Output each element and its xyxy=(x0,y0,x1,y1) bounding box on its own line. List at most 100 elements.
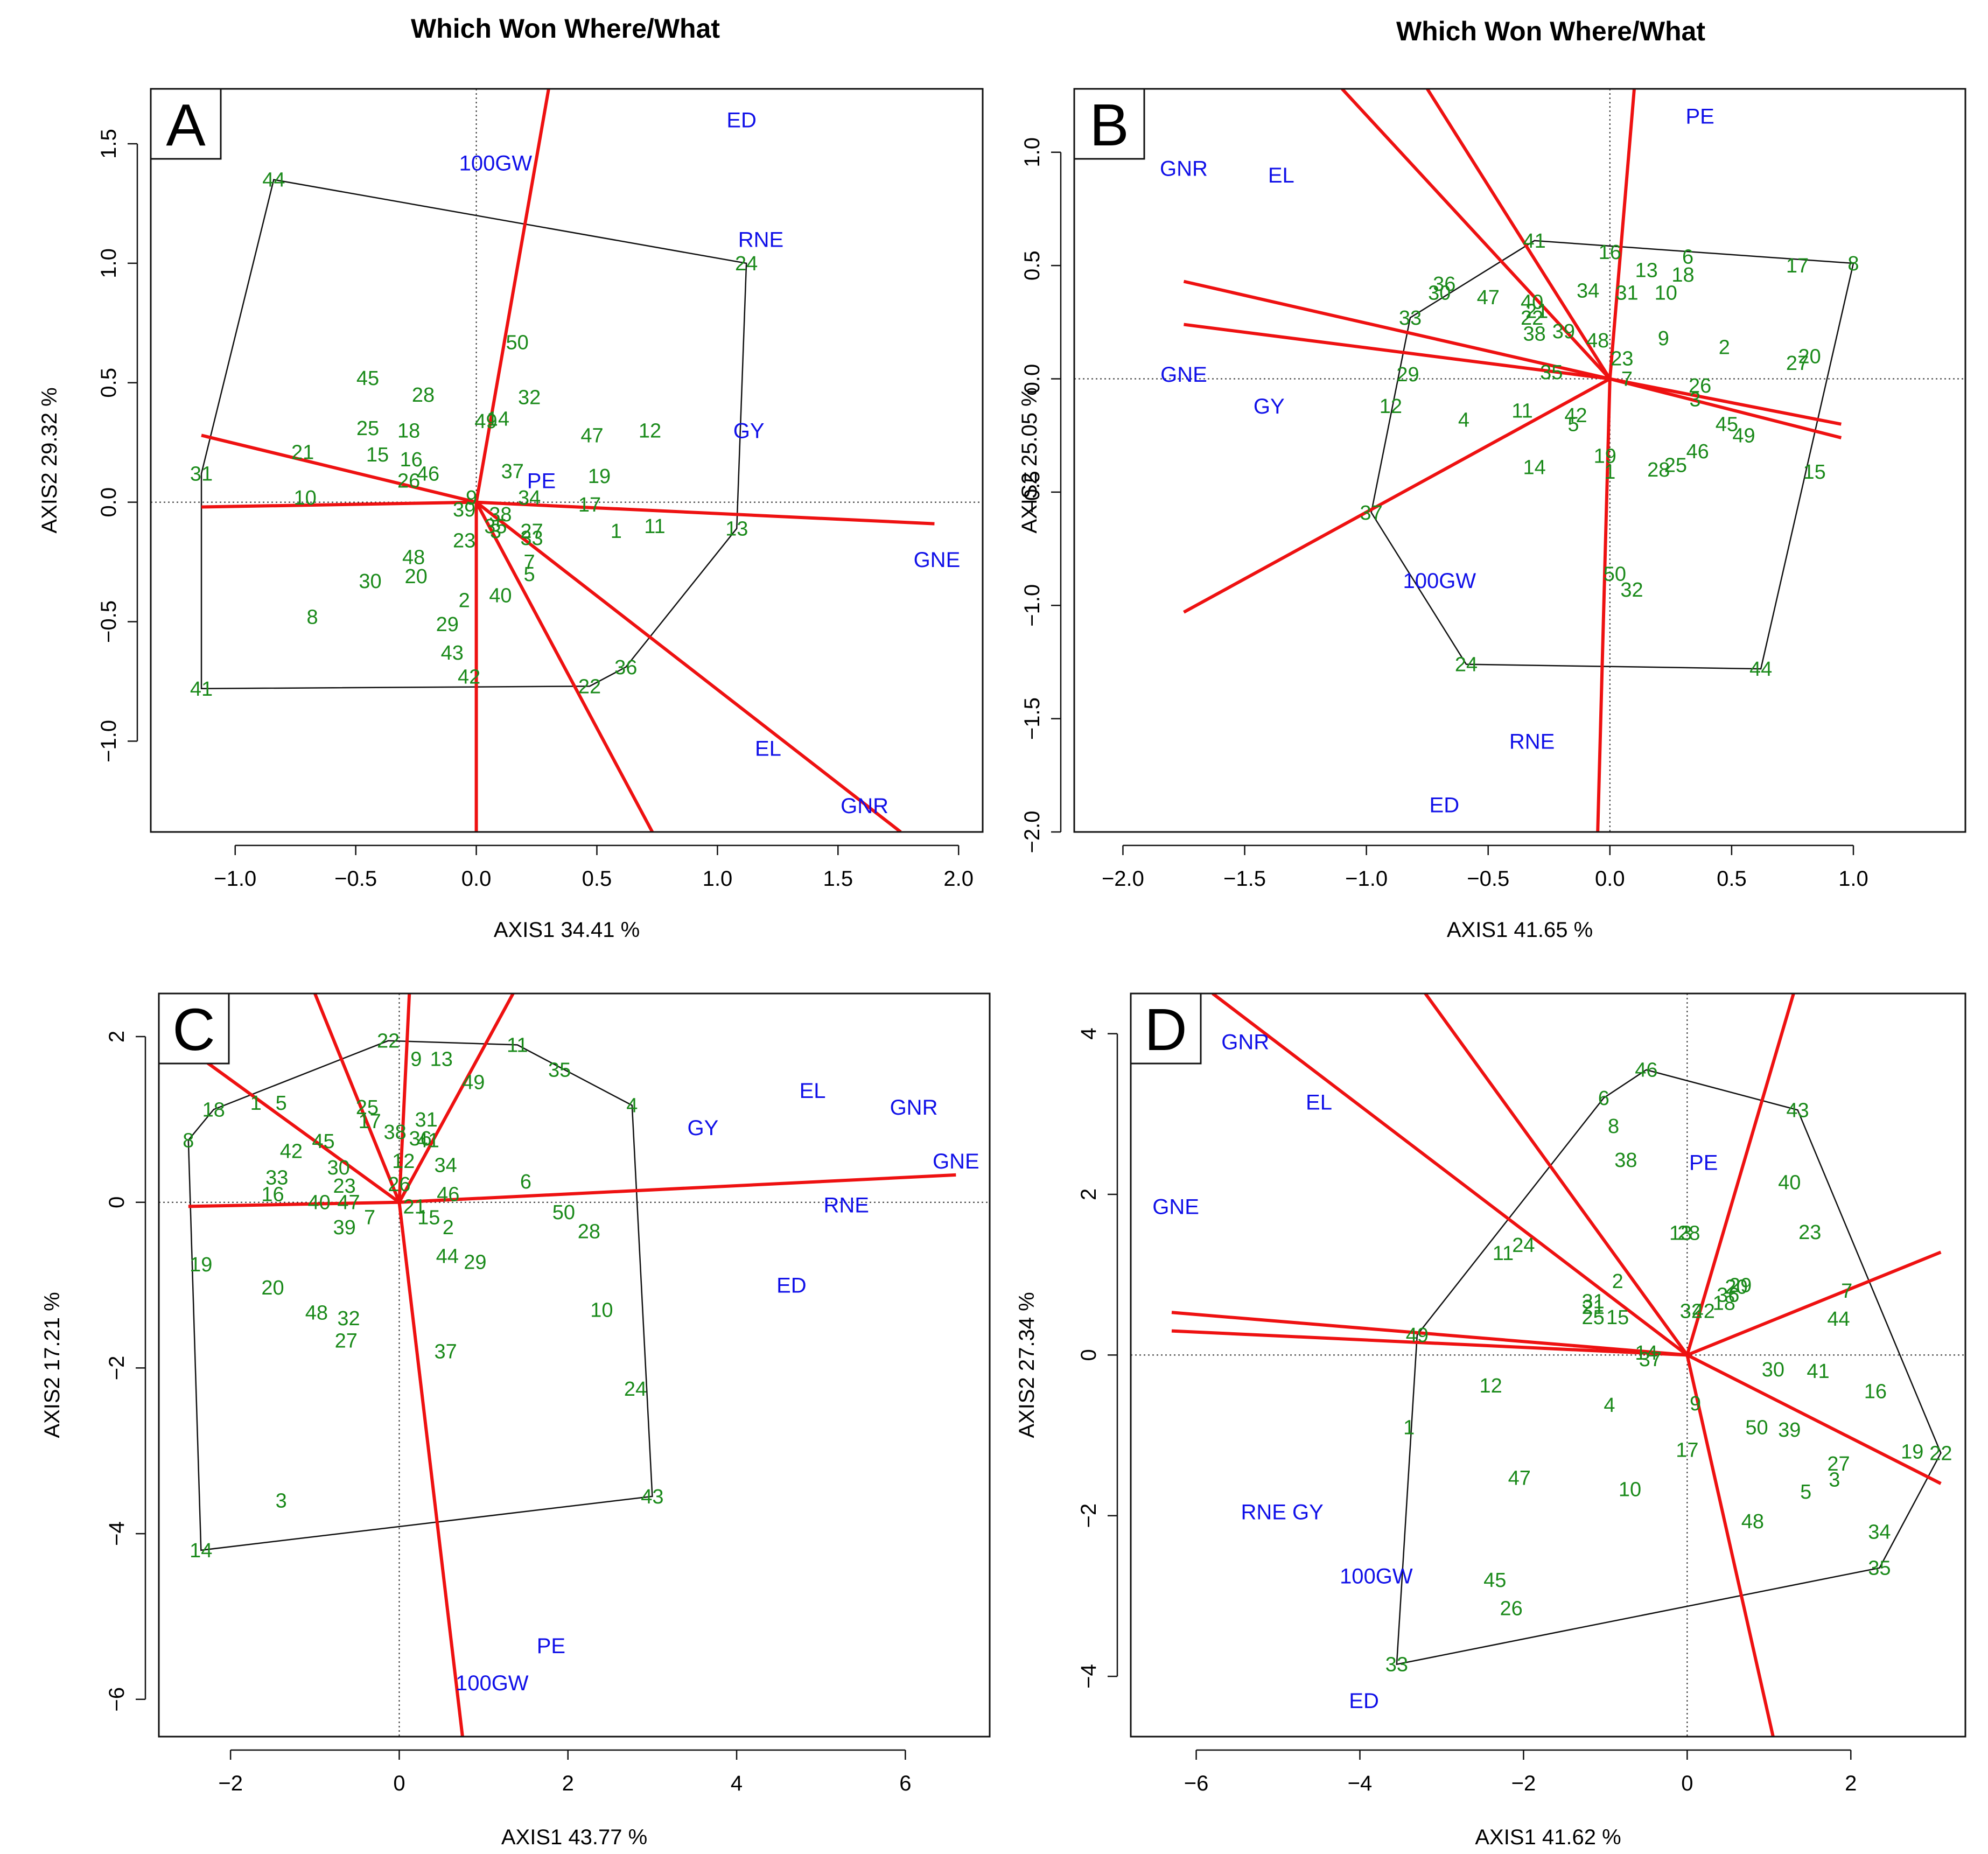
genotype-label: 50 xyxy=(1604,563,1626,585)
genotype-label: 9 xyxy=(1690,1393,1701,1415)
panel-letter: B xyxy=(1089,92,1129,158)
genotype-label: 33 xyxy=(1399,307,1422,330)
genotype-label: 41 xyxy=(190,678,213,701)
genotype-label: 15 xyxy=(417,1206,440,1229)
y-tick-label: −0.5 xyxy=(1020,471,1044,513)
genotype-label: 3 xyxy=(1829,1469,1840,1492)
sector-ray xyxy=(1685,1354,1775,1737)
genotype-label: 49 xyxy=(1732,425,1755,447)
genotype-label: 32 xyxy=(1680,1300,1703,1323)
genotype-label: 48 xyxy=(402,547,425,569)
x-axis-label: AXIS1 41.65 % xyxy=(1447,918,1593,942)
genotype-label: 17 xyxy=(578,494,601,516)
genotype-label: 35 xyxy=(1868,1557,1891,1580)
genotype-label: 27 xyxy=(335,1330,358,1353)
genotype-label: 12 xyxy=(1380,395,1402,418)
genotype-label: 39 xyxy=(1552,320,1575,343)
genotype-label: 41 xyxy=(1523,230,1545,253)
genotype-label: 30 xyxy=(1762,1359,1784,1381)
genotype-label: 43 xyxy=(1786,1099,1809,1122)
x-axis-label: AXIS1 41.62 % xyxy=(1475,1825,1621,1849)
genotype-label: 9 xyxy=(1658,327,1669,350)
x-tick-label: 2.0 xyxy=(943,867,974,891)
genotype-label: 7 xyxy=(524,551,535,574)
trait-label: RNE xyxy=(738,228,783,252)
genotype-label: 4 xyxy=(1458,409,1469,431)
genotype-label: 8 xyxy=(1847,253,1859,275)
x-axis-label: AXIS1 34.41 % xyxy=(494,918,640,942)
genotype-label: 10 xyxy=(1655,282,1677,305)
genotype-label: 6 xyxy=(1682,246,1693,268)
x-tick-label: 0.5 xyxy=(582,867,612,891)
convex-hull xyxy=(1370,240,1854,670)
plot-frame xyxy=(1073,88,1966,833)
sector-ray xyxy=(397,994,515,1204)
genotype-label: 35 xyxy=(484,515,507,538)
y-tick-label: 0.0 xyxy=(1020,364,1044,394)
genotype-label: 47 xyxy=(1477,286,1500,309)
trait-label: PE xyxy=(537,1634,565,1658)
genotype-label: 1 xyxy=(611,520,622,543)
genotype-label: 26 xyxy=(397,470,420,493)
genotype-label: 29 xyxy=(436,613,459,636)
panel-letter: C xyxy=(172,997,215,1063)
genotype-label: 11 xyxy=(1493,1242,1514,1265)
genotype-label: 36 xyxy=(409,1128,431,1150)
y-tick-label: −1.0 xyxy=(97,720,121,762)
genotype-label: 48 xyxy=(1741,1510,1764,1533)
genotype-label: 11 xyxy=(507,1034,528,1057)
y-tick-label: 1.5 xyxy=(97,129,121,159)
sector-ray xyxy=(474,501,654,832)
y-tick-label: −6 xyxy=(105,1687,129,1712)
genotype-label: 25 xyxy=(1581,1306,1604,1329)
genotype-label: 13 xyxy=(725,517,748,540)
sector-ray xyxy=(1608,89,1636,379)
genotype-label: 1 xyxy=(1604,461,1615,484)
genotype-label: 45 xyxy=(312,1130,334,1153)
trait-label: GNE xyxy=(1152,1195,1199,1219)
genotype-label: 14 xyxy=(487,408,509,430)
genotype-label: 8 xyxy=(183,1129,194,1152)
genotype-label: 49 xyxy=(462,1072,485,1094)
genotype-label: 35 xyxy=(1540,361,1563,384)
genotype-label: 45 xyxy=(356,367,379,390)
trait-label: ED xyxy=(776,1274,807,1298)
genotype-label: 40 xyxy=(1521,291,1543,313)
sector-ray xyxy=(397,1202,464,1737)
panel-letter-box xyxy=(1073,88,1145,160)
trait-label: GNE xyxy=(914,548,961,572)
trait-label: RNE xyxy=(823,1193,869,1217)
genotype-label: 13 xyxy=(1669,1222,1692,1245)
sector-ray xyxy=(1341,89,1612,380)
sector-ray xyxy=(1609,377,1842,439)
genotype-label: 19 xyxy=(190,1254,212,1276)
genotype-label: 7 xyxy=(364,1206,375,1229)
sector-ray xyxy=(1171,1311,1688,1357)
y-tick-label: 1.0 xyxy=(97,248,121,278)
genotype-label: 41 xyxy=(1807,1360,1829,1383)
genotype-label: 2 xyxy=(459,590,470,612)
genotype-label: 3 xyxy=(1690,388,1701,411)
sector-ray xyxy=(399,1173,956,1204)
genotype-label: 16 xyxy=(261,1183,284,1206)
panel-letter: A xyxy=(166,92,206,158)
genotype-label: 21 xyxy=(1581,1296,1604,1319)
y-axis-label: AXIS2 17.21 % xyxy=(40,1292,64,1438)
genotype-label: 35 xyxy=(548,1059,571,1082)
y-tick-label: −1.0 xyxy=(1020,584,1044,627)
genotype-label: 17 xyxy=(1676,1439,1698,1461)
genotype-label: 5 xyxy=(1800,1481,1811,1503)
genotype-label: 11 xyxy=(1511,400,1532,422)
genotype-label: 23 xyxy=(1611,348,1633,370)
sector-rays xyxy=(1183,89,1842,832)
x-tick-label: 2 xyxy=(1845,1772,1857,1795)
genotype-label: 39 xyxy=(1778,1419,1801,1442)
genotype-label: 42 xyxy=(280,1140,303,1163)
y-tick-label: 4 xyxy=(1077,1027,1101,1039)
convex-hull xyxy=(200,179,747,690)
genotype-label: 1 xyxy=(250,1092,262,1115)
genotype-label: 44 xyxy=(262,169,285,192)
genotype-label: 49 xyxy=(474,410,497,433)
